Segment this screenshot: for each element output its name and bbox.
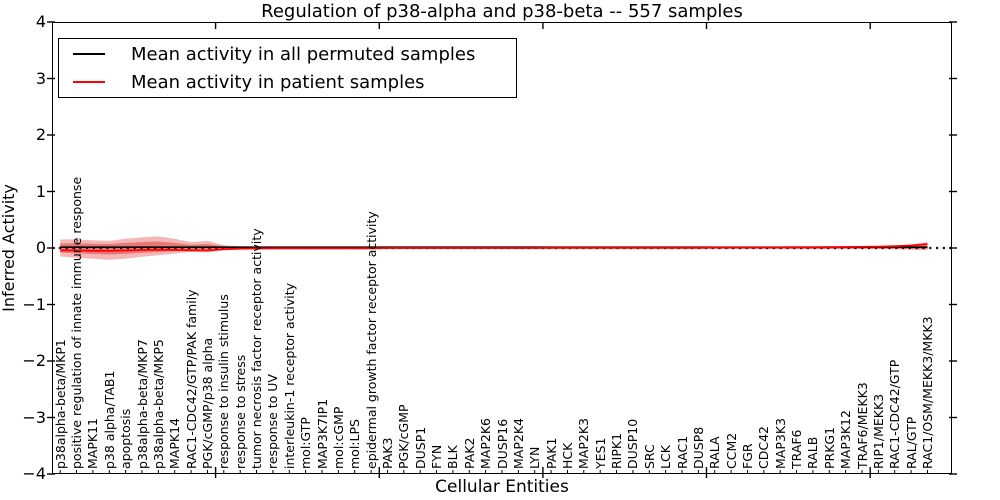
x-tick-label: p38alpha-beta/MKP5 <box>150 339 166 469</box>
legend-item-patient: Mean activity in patient samples <box>59 72 516 93</box>
x-tick-label: MAPK14 <box>167 418 183 469</box>
x-tick-label: RAC1 <box>674 435 690 469</box>
x-tick-label: MAP3K7IP1 <box>314 398 330 469</box>
x-tick-label: DUSP8 <box>690 426 706 469</box>
y-tick-label: −3 <box>22 407 46 427</box>
x-axis-label: Cellular Entities <box>435 477 569 497</box>
x-tick-label: LYN <box>527 446 543 469</box>
x-tick-label: tumor necrosis factor receptor activity <box>249 228 265 469</box>
x-tick-label: epidermal growth factor receptor activit… <box>363 211 379 469</box>
legend-item-permuted: Mean activity in all permuted samples <box>59 44 516 65</box>
x-tick-label: DUSP1 <box>412 426 428 469</box>
x-tick-label: MAP2K4 <box>510 418 526 469</box>
x-tick-label: HCK <box>559 442 575 469</box>
x-tick-label: positive regulation of innate immune res… <box>69 176 85 469</box>
y-tick-label: −4 <box>22 464 46 483</box>
x-tick-label: DUSP16 <box>494 418 510 469</box>
x-tick-label: TRAF6/MEKK3 <box>854 382 870 469</box>
x-tick-label: DUSP10 <box>625 418 641 469</box>
y-tick-label: −1 <box>22 294 46 314</box>
x-tick-label: CDC42 <box>756 426 772 469</box>
x-tick-label: response to UV <box>265 374 281 469</box>
x-tick-label: PAK2 <box>461 437 477 469</box>
x-tick-label: mol:cGMP <box>330 406 346 469</box>
y-tick-label: 0 <box>35 238 46 257</box>
x-tick-label: apoptosis <box>118 408 134 469</box>
y-tick-label: 1 <box>35 181 46 201</box>
x-tick-label: RAC1-CDC42/GTP <box>887 359 903 469</box>
x-tick-label: response to stress <box>232 354 248 469</box>
x-tick-label: RIPK1 <box>609 432 625 469</box>
x-tick-label: p38 alpha/TAB1 <box>101 370 117 469</box>
x-tick-label: PAK3 <box>379 437 395 469</box>
x-tick-label: FYN <box>429 444 445 469</box>
y-tick-label: 3 <box>35 68 46 88</box>
x-tick-label: RAC1/OSM/MEKK3/MKK3 <box>919 316 935 469</box>
x-tick-label: RAL/GTP <box>903 416 919 469</box>
x-tick-label: CCM2 <box>723 432 739 469</box>
x-tick-label: TRAF6 <box>789 429 805 469</box>
x-tick-label: MAP2K6 <box>478 418 494 469</box>
y-tick-label: 4 <box>35 12 46 31</box>
x-tick-label: PGK/cGMP <box>396 404 412 469</box>
x-tick-label: mol:GTP <box>298 417 314 469</box>
x-tick-label: mol:LPS <box>347 419 363 469</box>
x-tick-label: MAP3K3 <box>772 418 788 469</box>
x-tick-label: p38alpha-beta/MKP7 <box>134 339 150 469</box>
x-tick-label: interleukin-1 receptor activity <box>281 282 297 469</box>
x-tick-label: FGR <box>739 443 755 469</box>
x-tick-label: MAP3K12 <box>838 410 854 469</box>
legend-line-permuted <box>73 53 105 55</box>
x-tick-label: PGK/cGMP/p38 alpha <box>199 337 215 469</box>
x-tick-label: MAP2K3 <box>576 418 592 469</box>
chart-title: Regulation of p38-alpha and p38-beta -- … <box>261 1 743 22</box>
legend-line-patient <box>73 81 105 83</box>
x-tick-label: response to insulin stimulus <box>216 294 232 469</box>
x-tick-label: RALB <box>805 436 821 469</box>
x-tick-label: MAPK11 <box>85 418 101 469</box>
x-tick-label: p38alpha-beta/MKP1 <box>52 339 68 469</box>
x-tick-label: PRKG1 <box>821 426 837 469</box>
y-tick-label: −2 <box>22 351 46 370</box>
x-tick-label: RAC1-CDC42/GTP/PAK family <box>183 289 199 469</box>
legend-box: Mean activity in all permuted samples Me… <box>58 38 517 98</box>
x-tick-label: PAK1 <box>543 437 559 469</box>
patient-mean-line <box>60 243 928 252</box>
x-tick-label: BLK <box>445 445 461 469</box>
legend-label-patient: Mean activity in patient samples <box>131 71 425 93</box>
x-tick-label: SRC <box>641 444 657 469</box>
x-tick-label: YES1 <box>592 437 608 469</box>
legend-label-permuted: Mean activity in all permuted samples <box>131 43 476 65</box>
x-tick-label: RALA <box>707 436 723 469</box>
x-tick-label: RIP1/MEKK3 <box>870 393 886 469</box>
y-tick-label: 2 <box>35 125 46 144</box>
x-tick-label: LCK <box>658 445 674 469</box>
